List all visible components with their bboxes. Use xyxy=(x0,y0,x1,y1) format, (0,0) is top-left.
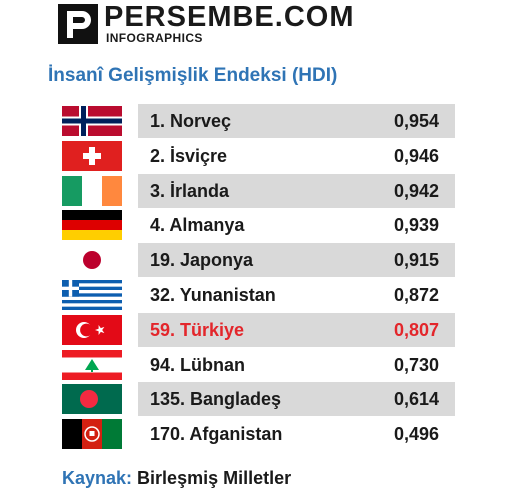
row-cell: 3. İrlanda 0,942 xyxy=(138,173,455,208)
country-label: 2. İsviçre xyxy=(150,145,228,166)
norway-flag-icon xyxy=(62,106,122,136)
japan-flag-icon xyxy=(62,245,122,276)
table-row: 59. Türkiye 0,807 xyxy=(0,312,510,347)
hdi-value: 0,954 xyxy=(393,111,439,131)
table-row: 2. İsviçre 0,946 xyxy=(0,139,510,173)
hdi-value: 0,939 xyxy=(393,215,439,236)
row-cell: 170. Afganistan 0,496 xyxy=(138,417,455,451)
table-row: 135. Bangladeş 0,614 xyxy=(0,382,510,417)
hdi-value: 0,730 xyxy=(393,354,439,375)
brand-subtitle: INFOGRAPHICS xyxy=(106,31,203,45)
afghanistan-flag-icon xyxy=(62,419,122,450)
country-label: 94. Lübnan xyxy=(150,354,246,375)
row-cell: 2. İsviçre 0,946 xyxy=(138,139,455,173)
row-cell: 94. Lübnan 0,730 xyxy=(138,348,455,382)
hdi-value: 0,614 xyxy=(393,389,439,410)
germany-flag-icon xyxy=(62,210,122,241)
country-label: 3. İrlanda xyxy=(150,180,230,201)
greece-flag-icon xyxy=(62,280,122,310)
row-cell: 32. Yunanistan 0,872 xyxy=(138,278,455,312)
turkey-flag-icon xyxy=(62,314,122,345)
country-label: 4. Almanya xyxy=(150,215,245,236)
row-cell: 4. Almanya 0,939 xyxy=(138,208,455,242)
table-row: 1. Norveç 0,954 xyxy=(0,104,510,138)
source-line: Kaynak: Birleşmiş Milletler xyxy=(62,468,291,489)
hdi-value: 0,946 xyxy=(393,145,439,166)
table-row: 170. Afganistan 0,496 xyxy=(0,417,510,451)
table-row: 94. Lübnan 0,730 xyxy=(0,348,510,382)
hdi-value: 0,496 xyxy=(393,424,439,445)
ireland-flag-icon xyxy=(62,175,122,206)
source-label: Kaynak: xyxy=(62,468,133,488)
row-cell: 59. Türkiye 0,807 xyxy=(138,312,455,347)
country-label: 1. Norveç xyxy=(150,111,232,131)
hdi-value: 0,872 xyxy=(393,285,439,305)
lebanon-flag-icon xyxy=(62,349,122,380)
country-label: 59. Türkiye xyxy=(150,319,245,340)
hdi-value: 0,942 xyxy=(393,180,439,201)
table-row: 19. Japonya 0,915 xyxy=(0,243,510,278)
row-cell: 19. Japonya 0,915 xyxy=(138,243,455,278)
table-row: 4. Almanya 0,939 xyxy=(0,208,510,242)
country-label: 170. Afganistan xyxy=(150,424,283,445)
switzerland-flag-icon xyxy=(62,140,122,171)
country-label: 32. Yunanistan xyxy=(150,285,276,305)
row-cell: 1. Norveç 0,954 xyxy=(138,104,455,138)
country-label: 19. Japonya xyxy=(150,250,254,271)
hdi-value: 0,807 xyxy=(393,319,439,340)
country-label: 135. Bangladeş xyxy=(150,389,282,410)
bangladesh-flag-icon xyxy=(62,384,122,415)
table-row: 3. İrlanda 0,942 xyxy=(0,173,510,208)
row-cell: 135. Bangladeş 0,614 xyxy=(138,382,455,417)
hdi-value: 0,915 xyxy=(393,250,439,271)
persembe-logo-icon xyxy=(58,4,98,44)
source-value: Birleşmiş Milletler xyxy=(137,468,292,488)
brand-header: PERSEMBE.COM INFOGRAPHICS xyxy=(58,1,438,48)
brand-name: PERSEMBE.COM xyxy=(104,1,355,33)
table-row: 32. Yunanistan 0,872 xyxy=(0,278,510,312)
chart-title: İnsanî Gelişmişlik Endeksi (HDI) xyxy=(48,65,338,86)
